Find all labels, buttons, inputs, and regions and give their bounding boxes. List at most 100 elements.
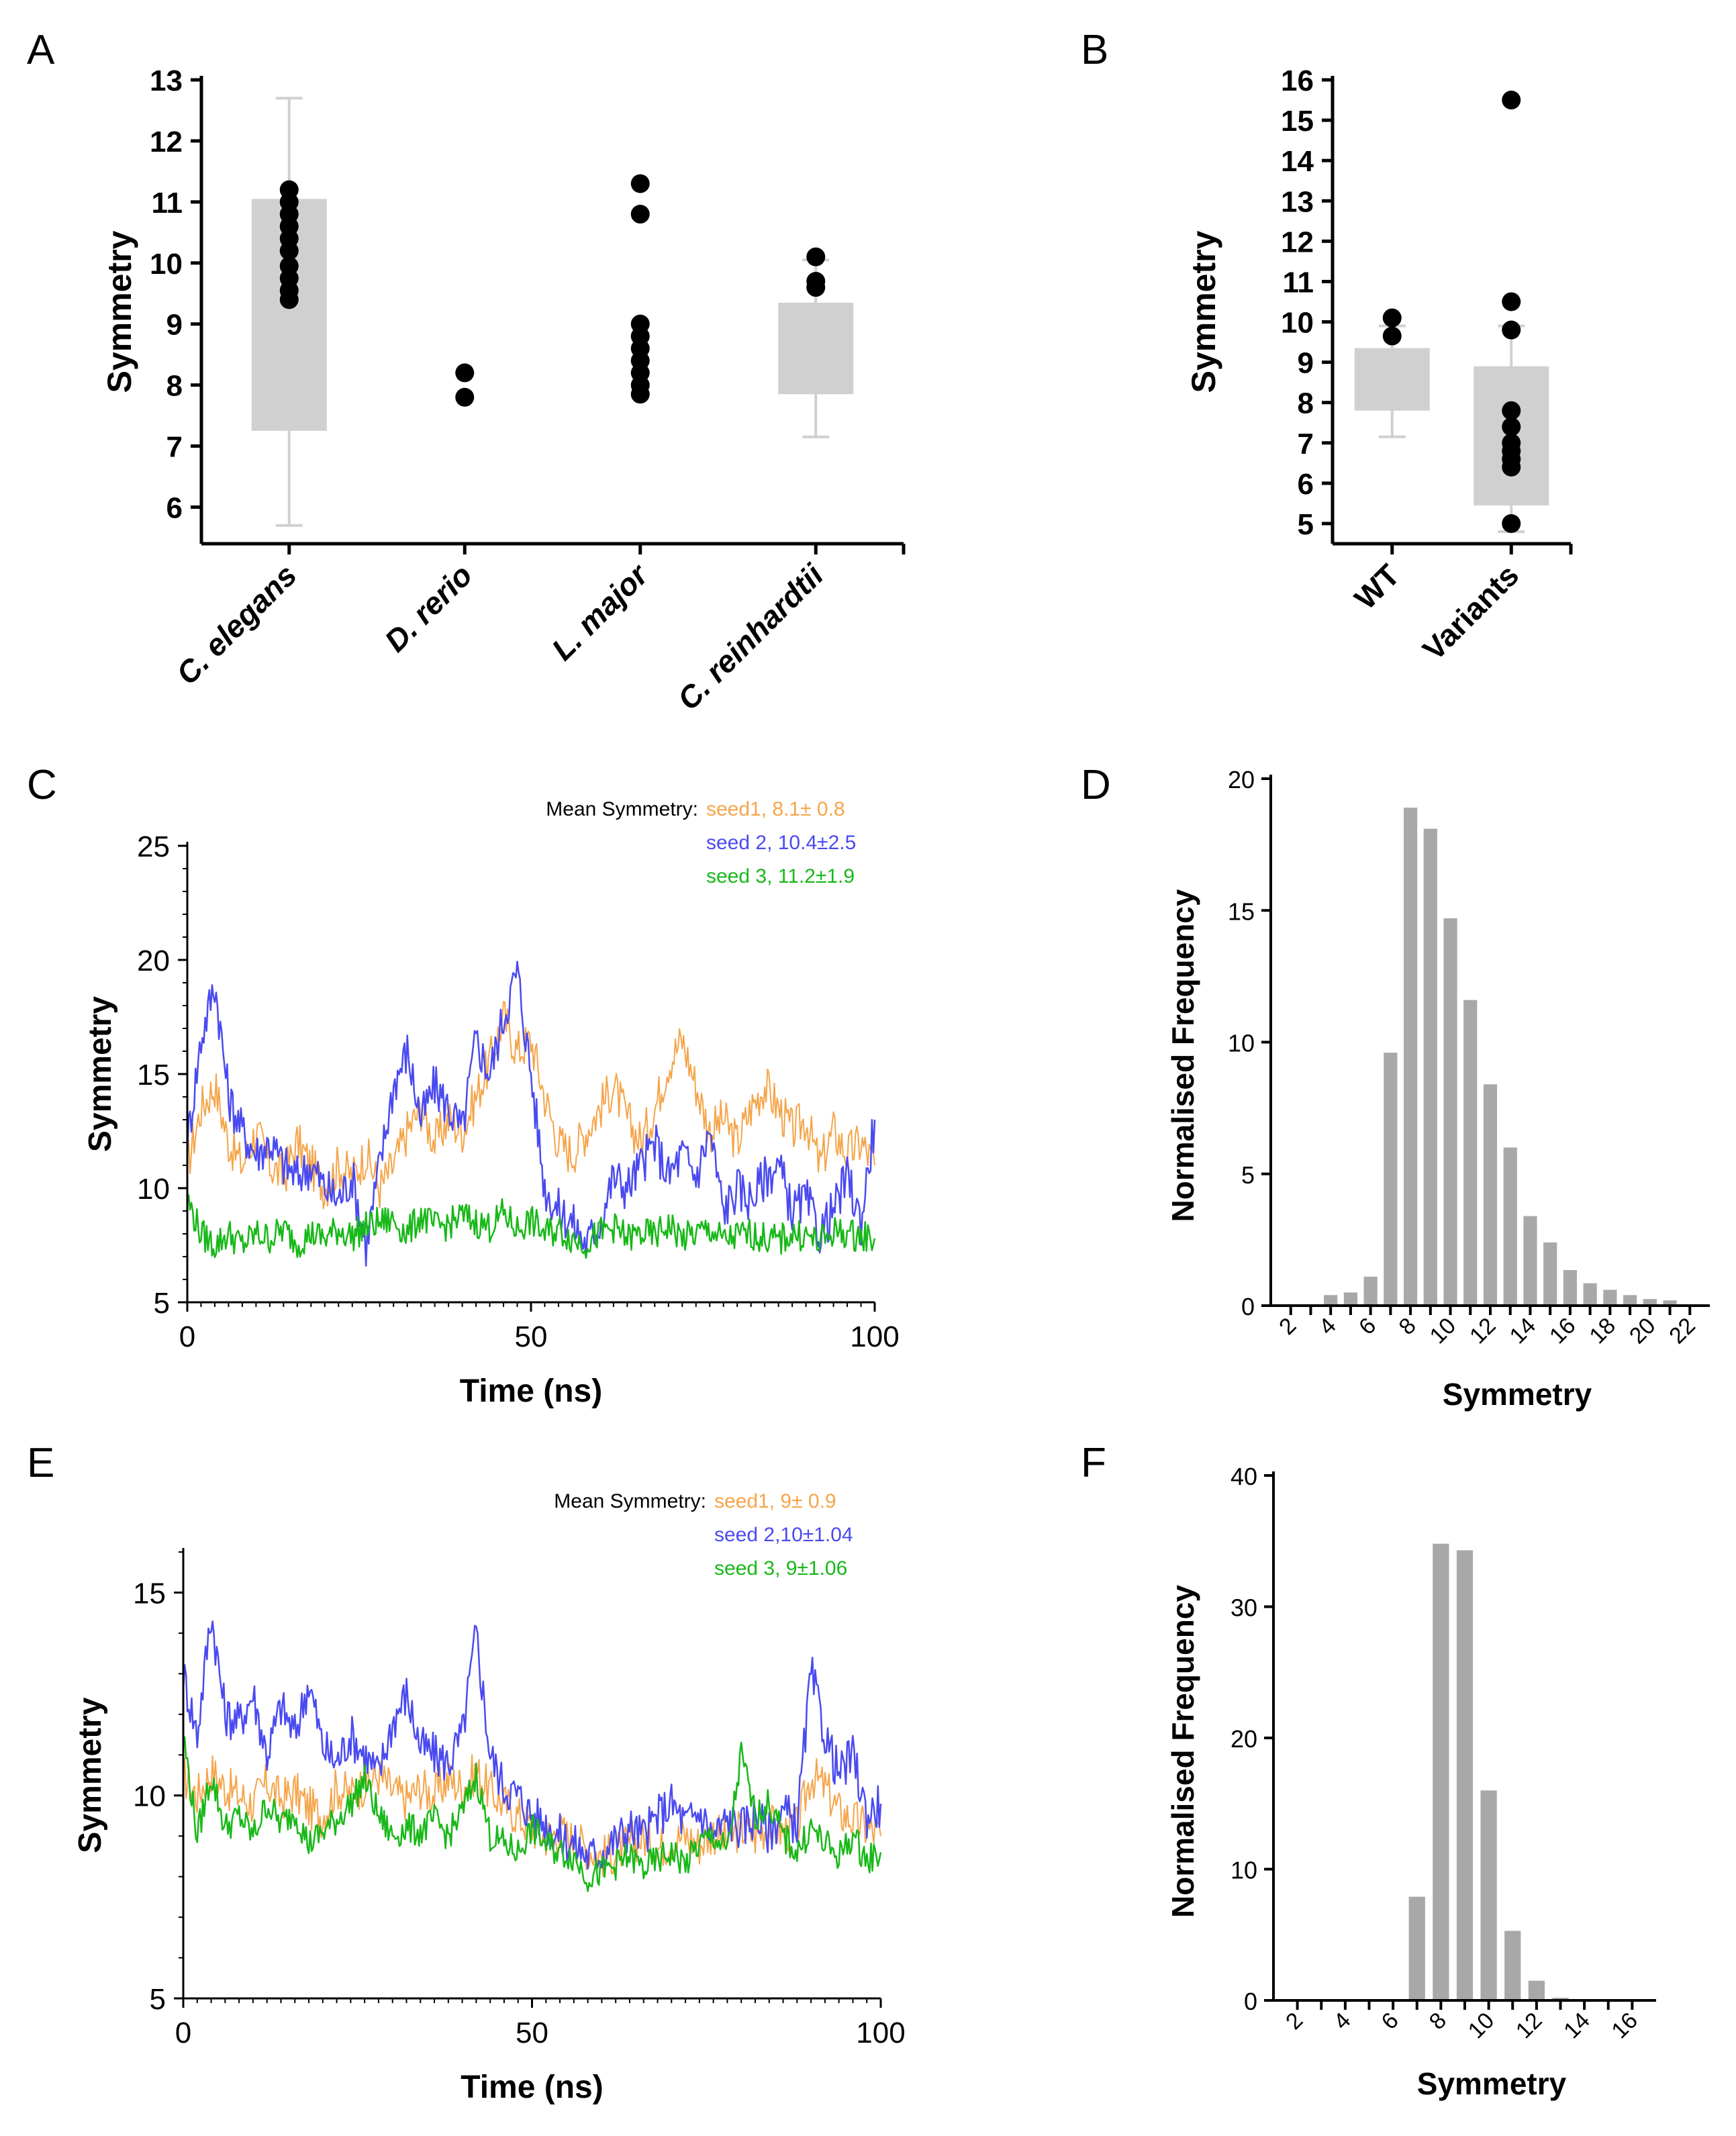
data-point — [1502, 91, 1521, 110]
y-tick-label: 9 — [1298, 347, 1314, 380]
histogram-bar — [1384, 1053, 1398, 1306]
y-tick-label: 20 — [1228, 766, 1255, 793]
histogram-bar — [1463, 1000, 1478, 1306]
chart-panel-B: B 5 6 7 8 9 10 11 12 13 14 15 16 WT Variants Symmetry — [1081, 27, 1573, 667]
histogram-bar — [1423, 828, 1437, 1306]
y-tick-label: 10 — [150, 248, 183, 281]
y-tick-label: 7 — [166, 431, 183, 464]
data-point — [1502, 292, 1521, 311]
y-tick-label: 15 — [133, 1577, 166, 1610]
x-tick-label: 50 — [515, 1320, 548, 1353]
y-tick-label: 5 — [154, 1287, 170, 1320]
series-line-orange — [183, 1754, 881, 1878]
x-tick-label: 22 — [1664, 1313, 1700, 1349]
chart-panel-C: C 5 10 15 20 25 0 50 100 Time (ns) Symmetry Mean Sy… — [27, 762, 900, 1409]
x-category-label: Variants — [1416, 557, 1525, 667]
y-tick-label: 20 — [1231, 1725, 1257, 1753]
data-point — [1502, 417, 1521, 436]
data-point — [279, 290, 299, 309]
y-tick-label: 10 — [1281, 307, 1314, 340]
legend-entry-blue: seed 2,10±1.04 — [714, 1524, 853, 1546]
data-point — [1502, 457, 1521, 477]
y-axis-title: Symmetry — [1185, 230, 1222, 393]
x-tick-label: 0 — [179, 1320, 195, 1353]
x-category-label: L. major — [545, 556, 656, 667]
legend-entry-blue: seed 2, 10.4±2.5 — [706, 832, 856, 854]
y-tick-label: 25 — [137, 830, 170, 863]
y-tick-label: 15 — [1281, 105, 1314, 138]
panel-label: C — [27, 762, 57, 808]
x-tick-label: 14 — [1504, 1313, 1541, 1349]
histogram-bar — [1623, 1295, 1637, 1306]
x-tick-label: 14 — [1559, 2008, 1595, 2044]
histogram-bar — [1563, 1270, 1578, 1306]
histogram-bar — [1583, 1283, 1597, 1306]
histogram-bar — [1483, 1084, 1498, 1306]
data-point — [1502, 320, 1521, 340]
x-category-label: C. elegans — [169, 557, 303, 691]
histogram-bar — [1663, 1300, 1677, 1306]
x-category-label: C. reinhardtii — [671, 556, 830, 716]
x-tick-label: 12 — [1465, 1313, 1501, 1349]
y-tick-label: 20 — [137, 944, 170, 977]
panel-label: A — [27, 27, 55, 73]
data-point — [806, 247, 826, 266]
y-tick-label: 30 — [1231, 1594, 1257, 1622]
histogram-bar — [1363, 1276, 1378, 1306]
x-tick-label: 18 — [1584, 1313, 1621, 1349]
histogram-bar — [1643, 1299, 1657, 1306]
y-tick-label: 0 — [1241, 1293, 1255, 1320]
x-tick-label: 6 — [1377, 2008, 1404, 2035]
x-tick-label: 2 — [1274, 1313, 1301, 1340]
legend-title: Mean Symmetry: — [554, 1490, 706, 1512]
legend-entry-orange: seed1, 8.1± 0.8 — [706, 798, 845, 820]
data-point — [1382, 308, 1402, 328]
data-point — [806, 278, 826, 297]
y-tick-label: 16 — [1281, 64, 1314, 97]
x-category-label: D. rerio — [378, 557, 479, 659]
histogram-bar — [1523, 1216, 1537, 1306]
x-axis-title: Time (ns) — [460, 1373, 602, 1409]
x-tick-label: 16 — [1606, 2008, 1643, 2044]
chart-panel-F: F 0 10 20 30 40 2 4 6 8 10 12 14 16 Symmetry Normalised… — [1081, 1440, 1656, 2101]
panel-label: F — [1081, 1440, 1106, 1486]
panel-label: E — [27, 1440, 54, 1486]
x-tick-label: 8 — [1425, 2008, 1451, 2035]
y-tick-label: 11 — [151, 187, 183, 220]
panel-label: D — [1081, 762, 1111, 808]
y-tick-label: 10 — [1231, 1857, 1257, 1884]
data-point — [1382, 326, 1402, 346]
panel-label: B — [1081, 27, 1108, 73]
y-tick-label: 6 — [1298, 468, 1314, 501]
y-tick-label: 9 — [166, 309, 183, 342]
x-tick-label: 0 — [175, 2017, 191, 2049]
data-point — [630, 385, 650, 404]
y-tick-label: 11 — [1282, 266, 1314, 299]
data-point — [630, 205, 650, 224]
histogram-bar — [1543, 1242, 1557, 1306]
x-tick-label: 10 — [1463, 2008, 1500, 2044]
legend-entry-green: seed 3, 9±1.06 — [714, 1557, 847, 1580]
y-axis-title: Normalised Frequency — [1165, 889, 1200, 1222]
data-point — [455, 387, 475, 407]
x-tick-label: 100 — [856, 2017, 905, 2049]
x-tick-label: 4 — [1314, 1313, 1341, 1340]
histogram-bar — [1343, 1292, 1358, 1306]
x-axis-title: Symmetry — [1443, 1377, 1592, 1412]
chart-panel-E: E 5 10 15 0 50 100 Time (ns) Symmetry Mean Symmet… — [27, 1440, 906, 2105]
legend-title: Mean Symmetry: — [546, 798, 698, 820]
series-line-green — [186, 1194, 876, 1259]
y-tick-label: 10 — [137, 1173, 170, 1206]
x-axis-title: Symmetry — [1417, 2066, 1567, 2101]
y-tick-label: 15 — [1228, 897, 1255, 925]
x-tick-label: 100 — [850, 1320, 899, 1353]
y-tick-label: 7 — [1298, 428, 1314, 460]
y-axis-title: Symmetry — [83, 996, 118, 1152]
legend-entry-green: seed 3, 11.2±1.9 — [706, 865, 855, 887]
y-tick-label: 5 — [150, 1983, 166, 2016]
y-tick-label: 8 — [166, 370, 183, 403]
x-category-label: WT — [1347, 557, 1406, 616]
data-point — [1502, 514, 1521, 533]
y-axis-title: Symmetry — [101, 230, 138, 393]
